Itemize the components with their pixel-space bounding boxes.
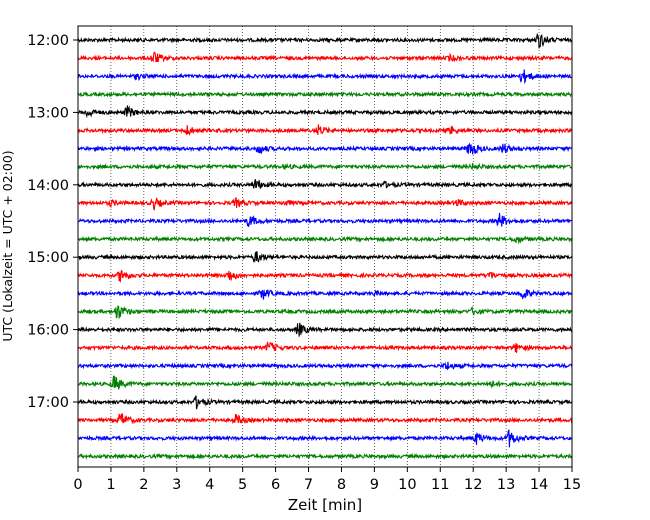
trace-1515 <box>77 269 573 283</box>
trace-1315 <box>77 124 573 137</box>
y-tick-label: 14:00 <box>27 178 69 194</box>
trace-1415 <box>77 197 573 211</box>
x-tick-label: 12 <box>464 477 482 493</box>
trace-1500 <box>77 251 573 263</box>
x-tick-label: 13 <box>497 477 515 493</box>
trace-1630 <box>77 361 573 371</box>
trace-1300 <box>77 105 573 119</box>
seismic-traces <box>77 33 573 461</box>
x-tick-label: 7 <box>304 477 313 493</box>
plot-frame <box>77 25 573 468</box>
x-tick-label: 2 <box>139 477 148 493</box>
trace-1545 <box>77 305 573 319</box>
x-tick-label: 11 <box>431 477 449 493</box>
y-tick-label: 15:00 <box>27 250 69 266</box>
trace-1215 <box>77 51 573 63</box>
x-axis-ticks: 0 1 2 3 4 5 6 7 8 9 10 11 12 13 14 15 <box>73 467 581 493</box>
x-tick-label: 14 <box>530 477 548 493</box>
y-tick-label: 12:00 <box>27 33 69 49</box>
trace-1330 <box>77 142 573 155</box>
x-axis-label: Zeit [min] <box>288 496 362 514</box>
trace-1645 <box>77 375 573 390</box>
trace-1445 <box>77 235 573 245</box>
x-tick-label: 6 <box>271 477 280 493</box>
trace-1530 <box>77 289 573 300</box>
x-tick-label: 8 <box>337 477 346 493</box>
trace-1745 <box>77 452 573 461</box>
x-tick-label: 9 <box>370 477 379 493</box>
trace-1615 <box>77 340 573 353</box>
x-tick-label: 5 <box>238 477 247 493</box>
y-axis-ticks: 12:00 13:00 14:00 15:00 16:00 17:00 <box>27 33 78 411</box>
x-tick-label: 4 <box>205 477 214 493</box>
trace-1700 <box>77 395 573 410</box>
x-tick-label: 1 <box>106 477 115 493</box>
trace-1200 <box>77 33 573 49</box>
trace-1730 <box>77 429 573 448</box>
trace-1230 <box>77 69 573 85</box>
trace-1430 <box>77 212 573 227</box>
trace-1715 <box>77 413 573 425</box>
x-tick-label: 3 <box>172 477 181 493</box>
y-axis-label: UTC (Lokalzeit = UTC + 02:00) <box>0 150 15 341</box>
x-tick-label: 0 <box>73 477 82 493</box>
y-tick-label: 13:00 <box>27 105 69 121</box>
trace-1600 <box>77 322 573 337</box>
x-tick-label: 15 <box>563 477 581 493</box>
trace-1345 <box>77 162 573 171</box>
x-tick-label: 10 <box>398 477 416 493</box>
y-tick-label: 17:00 <box>27 395 69 411</box>
trace-1245 <box>77 90 573 98</box>
y-tick-label: 16:00 <box>27 323 69 339</box>
trace-1400 <box>77 179 573 189</box>
